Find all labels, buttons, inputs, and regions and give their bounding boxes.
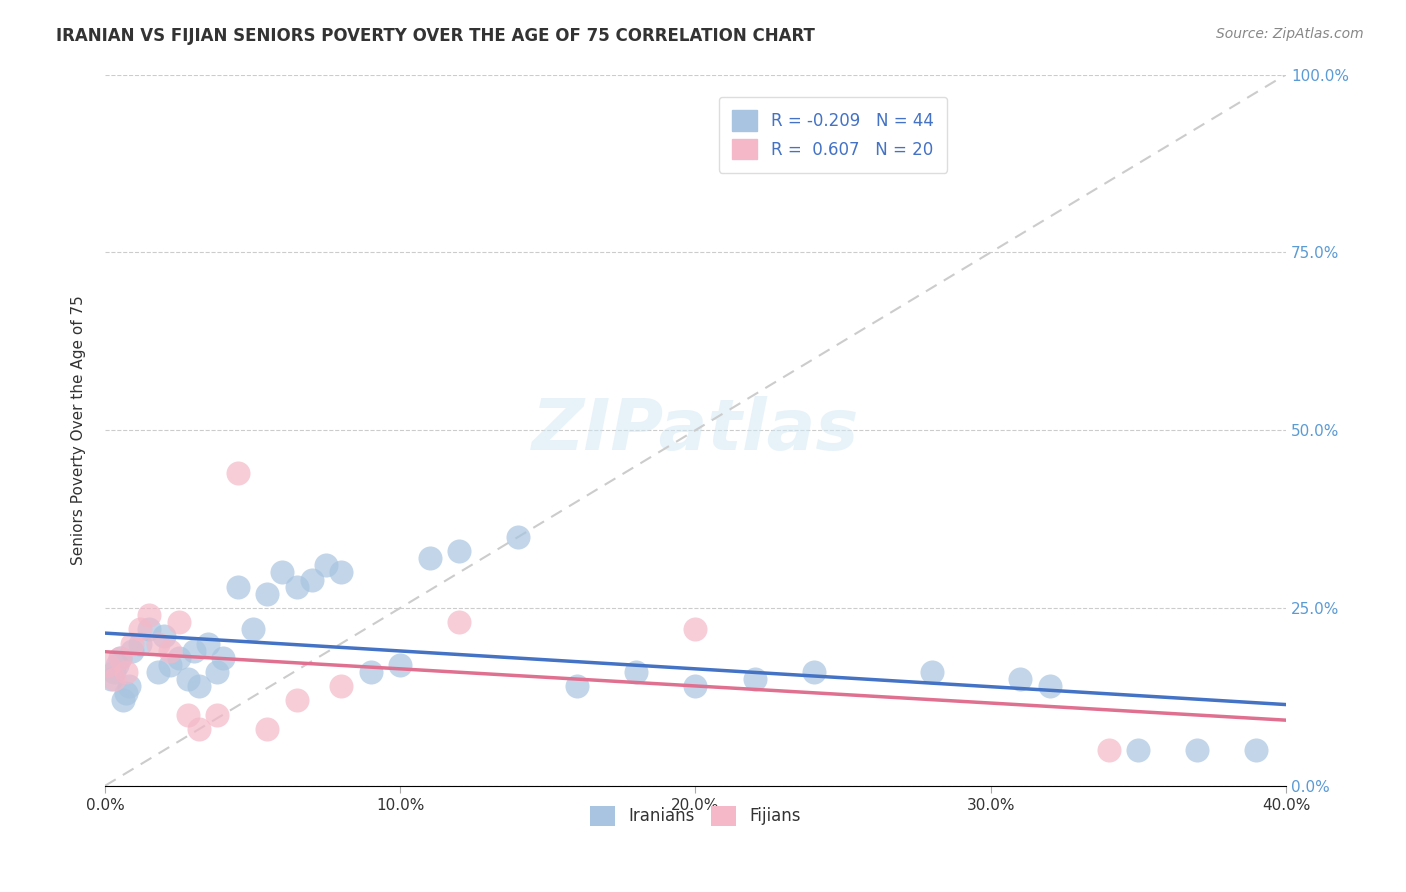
Point [226, 580, 249, 594]
Point [449, 615, 471, 630]
Point [167, 615, 190, 630]
Point [138, 623, 160, 637]
Point [159, 643, 181, 657]
Point [117, 679, 139, 693]
Y-axis label: Seniors Poverty Over the Age of 75: Seniors Poverty Over the Age of 75 [72, 295, 86, 565]
Point [138, 608, 160, 623]
Point [301, 573, 323, 587]
Point [212, 650, 235, 665]
Point [256, 722, 278, 736]
Point [146, 636, 169, 650]
Point [449, 544, 471, 558]
Point [330, 566, 353, 580]
Point [1098, 743, 1121, 757]
Point [744, 672, 766, 686]
Point [97, 657, 120, 672]
Point [111, 693, 134, 707]
Text: Source: ZipAtlas.com: Source: ZipAtlas.com [1216, 27, 1364, 41]
Point [1128, 743, 1150, 757]
Point [1246, 743, 1268, 757]
Point [803, 665, 825, 679]
Point [389, 657, 412, 672]
Point [121, 643, 143, 657]
Text: ZIPatlas: ZIPatlas [531, 396, 859, 465]
Point [129, 636, 152, 650]
Point [330, 679, 353, 693]
Point [205, 665, 228, 679]
Point [129, 623, 152, 637]
Point [114, 665, 136, 679]
Point [205, 707, 228, 722]
Point [685, 623, 707, 637]
Point [1039, 679, 1062, 693]
Point [360, 665, 382, 679]
Point [153, 629, 176, 643]
Point [103, 672, 125, 686]
Point [285, 693, 308, 707]
Point [183, 643, 205, 657]
Point [105, 657, 128, 672]
Point [159, 657, 181, 672]
Point [121, 636, 143, 650]
Point [1010, 672, 1032, 686]
Point [108, 650, 131, 665]
Legend: Iranians, Fijians: Iranians, Fijians [582, 797, 810, 834]
Point [242, 623, 264, 637]
Point [188, 722, 211, 736]
Point [285, 580, 308, 594]
Point [685, 679, 707, 693]
Point [419, 551, 441, 566]
Point [921, 665, 943, 679]
Point [176, 707, 198, 722]
Point [508, 530, 530, 544]
Point [176, 672, 198, 686]
Text: IRANIAN VS FIJIAN SENIORS POVERTY OVER THE AGE OF 75 CORRELATION CHART: IRANIAN VS FIJIAN SENIORS POVERTY OVER T… [56, 27, 815, 45]
Point [226, 466, 249, 480]
Point [167, 650, 190, 665]
Point [271, 566, 294, 580]
Point [146, 665, 169, 679]
Point [114, 686, 136, 700]
Point [197, 636, 219, 650]
Point [256, 587, 278, 601]
Point [103, 665, 125, 679]
Point [100, 672, 122, 686]
Point [108, 650, 131, 665]
Point [567, 679, 589, 693]
Point [315, 558, 337, 573]
Point [188, 679, 211, 693]
Point [1187, 743, 1209, 757]
Point [626, 665, 648, 679]
